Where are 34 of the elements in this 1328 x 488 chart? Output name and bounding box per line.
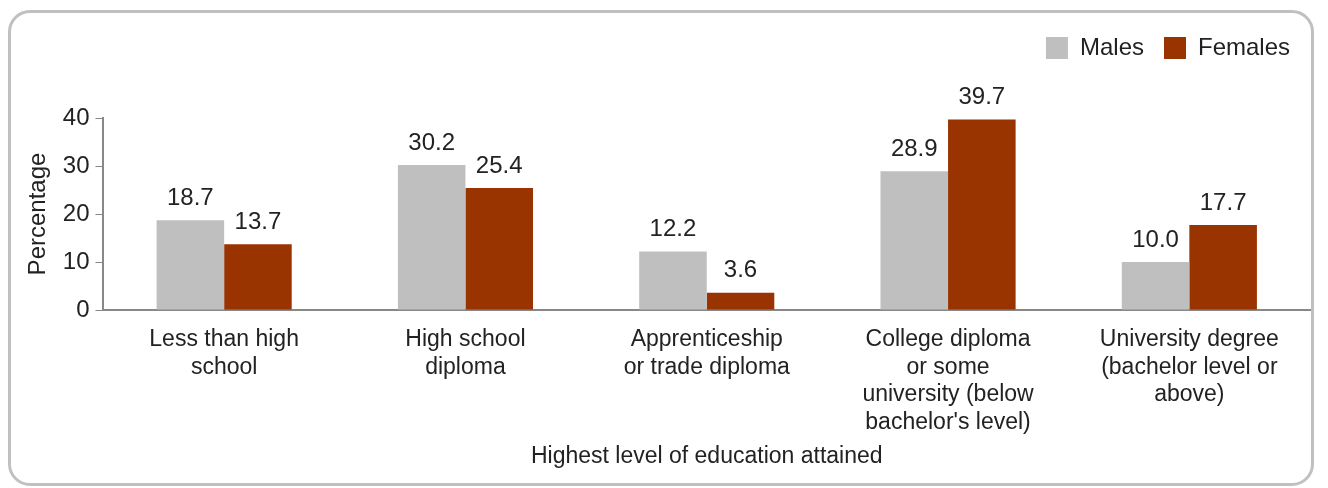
y-tick-label: 0 bbox=[76, 294, 90, 322]
x-axis-title: Highest level of education attained bbox=[530, 441, 883, 468]
x-tick-label: College diploma or some university (below bachelor's level) bbox=[862, 325, 1035, 434]
x-tick-label: High school diploma bbox=[405, 325, 526, 379]
data-label: 17.7 bbox=[1199, 187, 1247, 215]
bar bbox=[465, 188, 534, 310]
bar bbox=[224, 244, 292, 310]
y-tick-label: 10 bbox=[62, 246, 90, 274]
bar bbox=[156, 220, 225, 310]
bar bbox=[706, 292, 775, 310]
bar bbox=[1121, 262, 1190, 310]
x-tick-label: Apprenticeship or trade diploma bbox=[623, 325, 791, 379]
bar bbox=[880, 171, 949, 310]
bar bbox=[948, 119, 1016, 310]
y-tick-label: 40 bbox=[62, 102, 90, 130]
data-label: 39.7 bbox=[958, 82, 1006, 110]
x-tick-label: University degree (bachelor level or above) bbox=[1099, 325, 1279, 407]
data-label: 28.9 bbox=[890, 133, 938, 161]
data-label: 25.4 bbox=[475, 150, 523, 178]
data-label: 10.0 bbox=[1132, 224, 1179, 252]
bar bbox=[1189, 225, 1257, 310]
legend-label: Females bbox=[1197, 32, 1290, 60]
bar bbox=[397, 165, 466, 310]
data-label: 13.7 bbox=[234, 206, 282, 234]
legend-label: Males bbox=[1079, 32, 1144, 60]
data-label: 30.2 bbox=[408, 127, 456, 155]
y-axis-title: Percentage bbox=[23, 152, 51, 276]
bar bbox=[639, 251, 707, 310]
y-tick-label: 30 bbox=[62, 150, 90, 178]
x-tick-label: Less than high school bbox=[149, 325, 299, 379]
data-label: 12.2 bbox=[649, 214, 697, 242]
data-label: 18.7 bbox=[167, 182, 214, 210]
data-label: 3.6 bbox=[723, 255, 758, 283]
y-tick-label: 20 bbox=[62, 198, 90, 226]
